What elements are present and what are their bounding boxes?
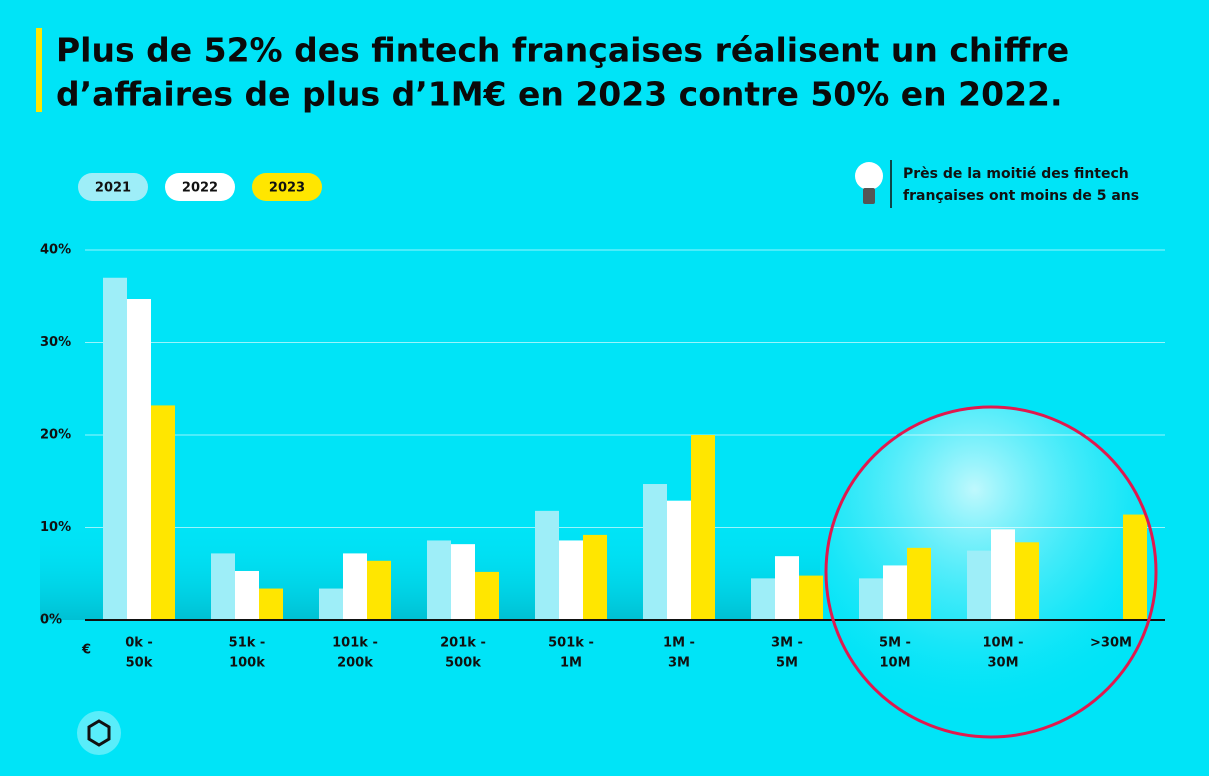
bar [643,484,667,620]
bar [127,299,151,620]
bar [427,540,451,620]
bar [691,435,715,620]
x-tick-label: 1M - [663,636,695,651]
title-accent [36,28,42,112]
legend-swatch [165,173,235,201]
y-tick-label: 30% [40,335,71,350]
bar [859,578,883,620]
bar [1015,542,1039,620]
bulb-icon [855,160,892,208]
legend-swatch [78,173,148,201]
bar [559,540,583,620]
x-tick-label: 50k [126,656,153,671]
bar [319,588,343,620]
x-tick-label: 100k [229,656,265,671]
legend-label: 2021 [95,181,131,196]
chart-title: d’affaires de plus d’1M€ en 2023 contre … [56,75,1063,114]
bar [451,544,475,620]
x-tick-label: 201k - [440,636,486,651]
note: Près de la moitié des fintech [903,166,1129,182]
x-tick-label: 200k [337,656,373,671]
bar [667,500,691,620]
legend-label: 2022 [182,181,218,196]
bar [103,277,127,620]
bar [883,565,907,620]
bar [583,534,607,620]
bar [475,571,499,620]
x-unit: € [81,643,91,658]
x-tick-label: 10M [879,656,910,671]
bar [367,560,391,620]
x-tick-label: 3M - [771,636,803,651]
legend-swatch [252,173,322,201]
logo [77,711,121,755]
y-tick-label: 0% [40,613,62,628]
bar [751,578,775,620]
x-tick-label: 10M - [983,636,1024,651]
y-tick-label: 10% [40,520,71,535]
x-tick-label: 51k - [229,636,266,651]
bar [967,550,991,620]
legend-label: 2023 [269,181,305,196]
bar [907,547,931,620]
x-tick-label: 5M [776,656,798,671]
bar [1123,514,1147,620]
y-tick-label: 40% [40,243,71,258]
bar [343,553,367,620]
x-tick-label: 1M [560,656,582,671]
bar [991,529,1015,620]
x-tick-label: 501k - [548,636,594,651]
x-tick-label: 101k - [332,636,378,651]
x-tick-label: >30M [1090,636,1132,651]
x-tick-label: 0k - [125,636,153,651]
bar [775,556,799,620]
note: françaises ont moins de 5 ans [903,188,1139,204]
bar [211,553,235,620]
x-tick-label: 3M [668,656,690,671]
highlight-circle [824,405,1158,739]
chart-title: Plus de 52% des fintech françaises réali… [56,31,1069,70]
x-tick-label: 30M [987,656,1018,671]
bar [151,405,175,620]
bar [535,510,559,620]
bar [799,575,823,620]
x-tick-label: 500k [445,656,481,671]
bar [259,588,283,620]
x-tick-label: 5M - [879,636,911,651]
bar [235,570,259,620]
y-tick-label: 20% [40,428,71,443]
